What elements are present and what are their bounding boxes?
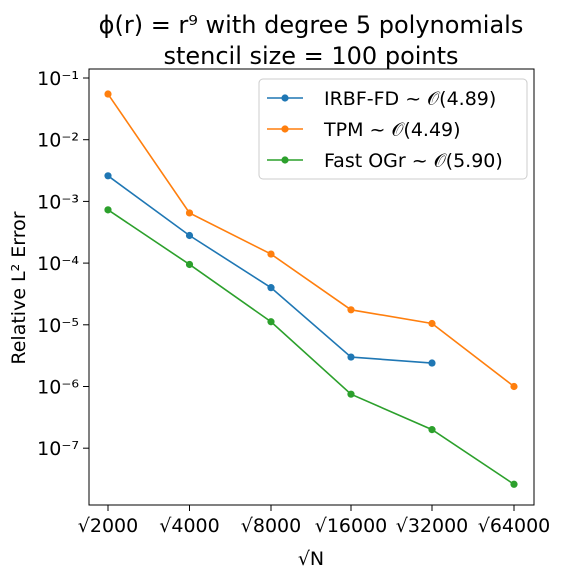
legend-swatch-marker (281, 94, 289, 102)
data-point (347, 390, 355, 398)
chart-title-line2: stencil size = 100 points (163, 42, 458, 70)
y-axis: 10⁻⁷ 10⁻⁶ 10⁻⁵ 10⁻⁴ 10⁻³ 10⁻² 10⁻¹ (37, 68, 89, 460)
data-point (185, 209, 194, 217)
y-axis-label: Relative L² Error (8, 211, 30, 364)
series-line-1 (107, 93, 515, 388)
y-tick-label: 10⁻⁷ (37, 438, 79, 460)
data-point (267, 284, 275, 292)
data-point (104, 90, 112, 98)
data-point (267, 318, 275, 326)
y-tick-label: 10⁻³ (37, 191, 79, 213)
legend: IRBF-FD ~ 𝒪(4.89) TPM ~ 𝒪(4.49) Fast OGr ~… (258, 78, 528, 180)
legend-box (258, 78, 528, 180)
y-tick-label: 10⁻⁶ (37, 376, 79, 398)
y-tick-label: 10⁻¹ (37, 68, 79, 90)
data-point (428, 359, 436, 367)
data-point (267, 250, 275, 258)
y-tick-label: 10⁻⁴ (37, 253, 79, 275)
data-point (185, 231, 194, 240)
data-point (510, 382, 518, 391)
data-point (347, 353, 355, 361)
data-point (185, 260, 194, 269)
legend-swatch-marker (281, 125, 289, 133)
chart-title-line1: ϕ(r) = r⁹ with degree 5 polynomials (99, 11, 524, 39)
x-axis: √2000 √4000 √8000 √16000 √32000 √64000 (78, 505, 551, 537)
legend-label: Fast OGr ~ 𝒪(5.90) (324, 150, 503, 172)
x-tick-label: √32000 (396, 515, 469, 537)
legend-label: IRBF-FD ~ 𝒪(4.89) (324, 88, 496, 110)
data-point (104, 172, 112, 180)
data-point (510, 480, 518, 488)
series-layer (104, 90, 518, 488)
data-point (428, 319, 436, 328)
y-tick-label: 10⁻⁵ (37, 315, 79, 337)
x-tick-label: √64000 (478, 515, 551, 537)
data-point (104, 206, 112, 214)
series-line-2 (107, 209, 515, 485)
legend-swatch-marker (281, 156, 289, 164)
x-tick-label: √4000 (159, 515, 219, 537)
data-point (428, 426, 436, 434)
x-tick-label: √16000 (315, 515, 388, 537)
x-axis-label: √N (298, 548, 324, 570)
x-tick-label: √2000 (78, 515, 138, 537)
data-point (347, 306, 355, 314)
y-tick-label: 10⁻² (37, 130, 79, 152)
x-tick-label: √8000 (241, 515, 301, 537)
legend-label: TPM ~ 𝒪(4.49) (323, 119, 461, 141)
